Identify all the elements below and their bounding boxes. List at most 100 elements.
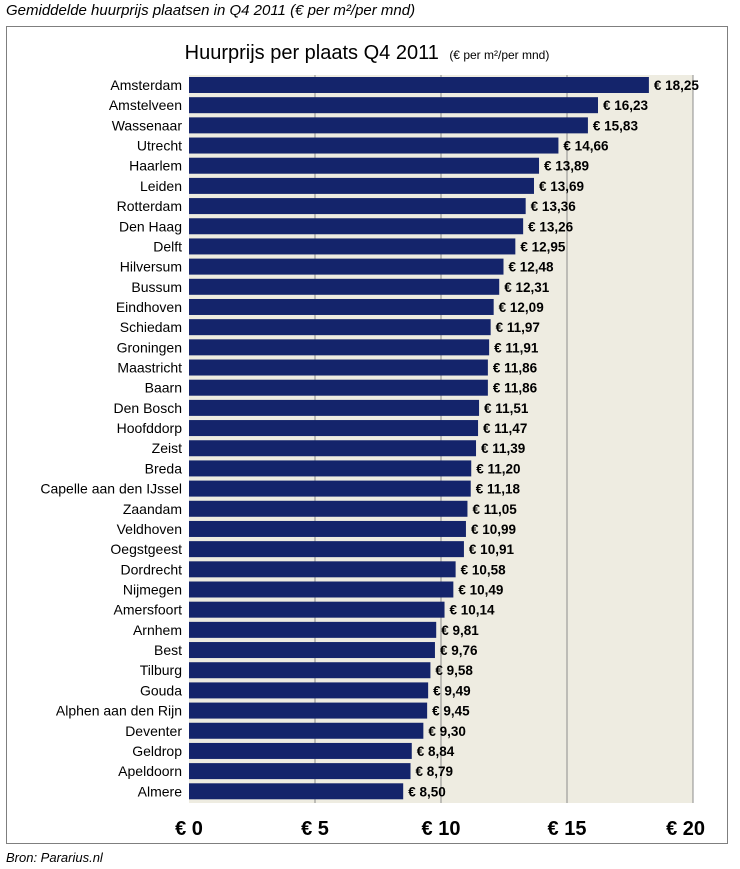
bar [189,399,480,416]
category-label: Almere [138,783,183,799]
bar [189,77,649,93]
bar [189,500,468,517]
value-label: € 13,36 [531,199,577,214]
bar [189,480,471,497]
category-label: Amsterdam [110,77,182,93]
category-label: Zaandam [123,501,182,517]
bar [189,157,540,174]
value-label: € 11,47 [483,421,527,436]
bar-chart: Huurprijs per plaats Q4 2011 (€ per m²/p… [40,42,705,840]
category-label: Maastricht [117,360,182,376]
value-label: € 11,51 [484,401,529,416]
category-label: Alphen aan den Rijn [56,703,182,719]
bar [189,117,588,134]
chart-title-unit: (€ per m²/per mnd) [449,48,549,62]
value-label: € 10,91 [469,542,515,557]
bar [189,561,456,578]
category-label: Eindhoven [116,299,182,315]
category-label: Dordrecht [121,561,183,577]
category-label: Arnhem [133,622,182,638]
page-caption: Gemiddelde huurprijs plaatsen in Q4 2011… [6,2,416,19]
bar [189,601,445,618]
bar [189,177,534,194]
value-label: € 11,39 [481,441,525,456]
category-label: Schiedam [120,319,182,335]
category-label: Hilversum [120,259,182,275]
category-label: Amstelveen [109,97,182,113]
value-label: € 15,83 [593,118,639,133]
value-label: € 9,81 [441,623,479,638]
value-label: € 11,18 [476,482,521,497]
value-label: € 11,86 [493,381,538,396]
value-label: € 11,05 [472,502,517,517]
bar [189,460,472,477]
value-label: € 13,89 [544,159,589,174]
value-label: € 11,86 [493,361,538,376]
bar [189,298,494,315]
x-tick-label: € 5 [301,818,329,840]
grid-lines [314,75,694,803]
category-label: Utrecht [137,138,182,154]
value-label: € 9,30 [428,724,466,739]
value-label: € 8,84 [417,744,455,759]
category-label: Best [154,642,182,658]
bar [189,339,490,356]
value-label: € 12,95 [520,239,566,254]
category-label: Nijmegen [123,582,182,598]
bar [189,621,437,638]
category-label: Hoofddorp [117,420,183,436]
category-label: Breda [145,460,183,476]
value-label: € 9,45 [432,704,470,719]
bar [189,662,431,679]
category-label: Zeist [152,440,182,456]
value-label: € 12,31 [504,280,550,295]
bar [189,702,428,719]
value-label: € 10,14 [450,603,496,618]
category-label: Capelle aan den IJssel [40,481,182,497]
source-note: Bron: Pararius.nl [6,850,103,865]
value-label: € 9,58 [435,663,473,678]
value-label: € 8,50 [408,784,446,799]
value-label: € 10,99 [471,522,516,537]
value-label: € 14,66 [563,139,609,154]
category-label: Geldrop [132,743,182,759]
value-label: € 16,23 [603,98,649,113]
x-tick-label: € 0 [175,818,203,840]
value-label: € 12,09 [499,300,544,315]
category-label: Veldhoven [117,521,182,537]
bar [189,541,464,558]
value-label: € 11,20 [476,461,520,476]
category-label: Den Bosch [114,400,182,416]
category-label: Delft [153,238,182,254]
value-labels: € 18,25 € 16,23 € 15,83 € 14,66 € 13,89 € 13,… [408,78,699,799]
value-label: € 11,97 [496,320,540,335]
bar [189,258,504,275]
bar [189,379,488,396]
category-label: Bussum [131,279,182,295]
x-tick-label: € 10 [422,818,461,840]
bar [189,137,559,154]
x-tick-label: € 20 [666,818,705,840]
bars [189,77,649,800]
value-label: € 9,76 [440,643,478,658]
value-label: € 8,79 [416,764,454,779]
value-label: € 10,49 [458,583,503,598]
bar [189,278,500,295]
category-label: Groningen [117,339,182,355]
category-labels: Amsterdam Amstelveen Wassenaar Utrecht Haarl… [40,77,182,799]
bar [189,319,491,336]
bar [189,581,454,598]
bar [189,218,524,235]
value-label: € 13,69 [539,179,584,194]
bar [189,520,466,537]
value-label: € 12,48 [508,260,554,275]
category-label: Gouda [140,682,182,698]
category-label: Tilburg [140,662,182,678]
bar [189,238,516,255]
category-label: Leiden [140,178,182,194]
category-label: Haarlem [129,158,182,174]
bar [189,420,479,437]
bar [189,682,429,699]
bar [189,763,411,780]
category-label: Wassenaar [112,117,183,133]
